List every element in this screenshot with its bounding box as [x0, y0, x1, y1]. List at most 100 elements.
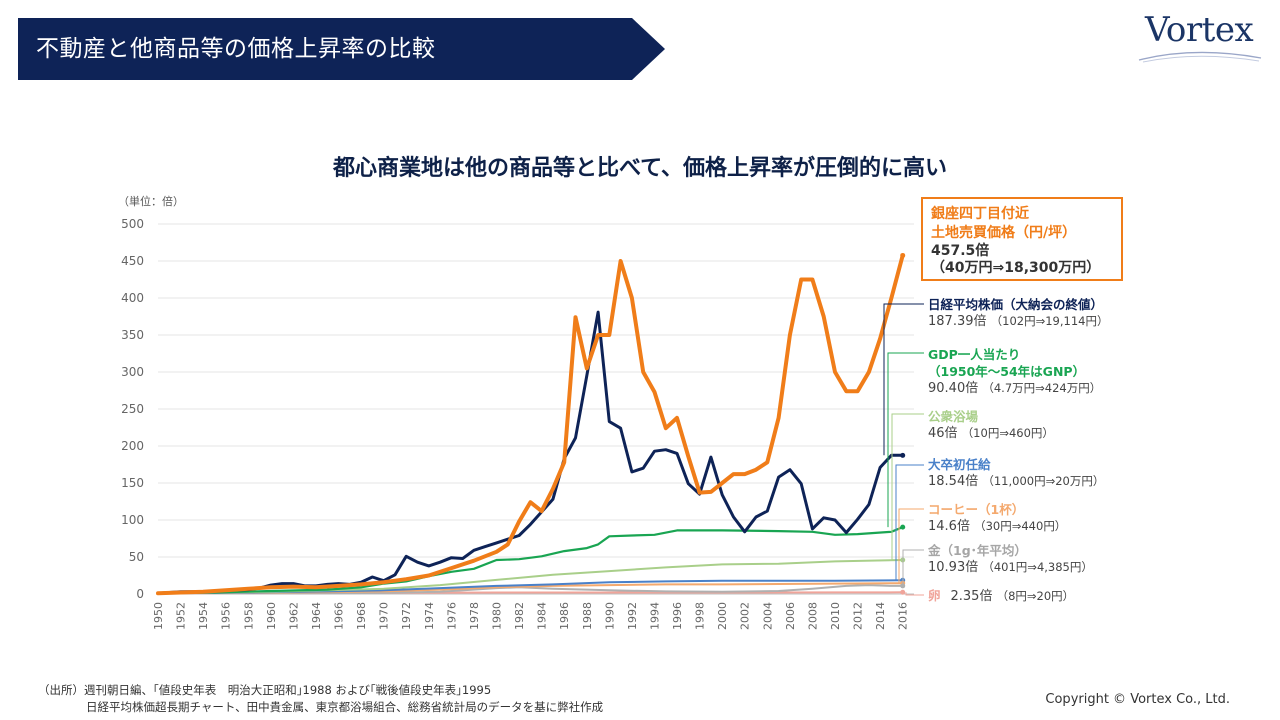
callout-bath-detail: （10円⇒460円）	[961, 426, 1054, 440]
series-line	[156, 310, 905, 595]
x-tick-label: 2004	[761, 602, 774, 630]
x-tick-label: 2006	[784, 602, 797, 630]
series-end-marker	[900, 589, 906, 595]
vortex-logo: Vortex	[1135, 10, 1265, 65]
series-line	[157, 584, 904, 595]
x-tick-label: 1998	[694, 602, 707, 630]
x-tick-label: 1978	[468, 602, 481, 630]
callout-bath-title: 公衆浴場	[928, 409, 979, 424]
x-tick-label: 2008	[806, 602, 819, 630]
banner-shape	[18, 18, 665, 80]
callout-leader-line	[891, 413, 924, 560]
logo-text: Vortex	[1145, 10, 1254, 50]
y-tick-label: 250	[121, 402, 144, 416]
callout-bath-value: 46倍	[928, 426, 958, 441]
x-tick-label: 1952	[175, 602, 188, 630]
callout-salary-title: 大卒初任給	[928, 457, 991, 472]
source-note: （出所）週刊朝日編、｢値段史年表 明治大正昭和｣1988 および｢戦後値段史年表…	[38, 682, 603, 716]
x-tick-label: 1986	[558, 602, 571, 630]
callout-ginza: 銀座四丁目付近 土地売買価格（円/坪） 457.5倍 （40万円⇒18,300万…	[921, 197, 1123, 281]
y-tick-label: 500	[121, 217, 144, 231]
series-line	[156, 526, 904, 595]
y-tick-label: 300	[121, 365, 144, 379]
x-tick-label: 1968	[355, 602, 368, 630]
callout-leader-line	[887, 352, 924, 528]
x-tick-label: 1962	[287, 602, 300, 630]
callout-nikkei: 日経平均株価（大納会の終値） 187.39倍 （102円⇒19,114円）	[928, 296, 1108, 330]
title-banner: 不動産と他商品等の価格上昇率の比較	[0, 18, 665, 80]
y-tick-label: 100	[121, 513, 144, 527]
x-tick-label: 1974	[423, 602, 436, 630]
callout-ginza-title1: 銀座四丁目付近	[931, 206, 1029, 222]
callout-salary: 大卒初任給 18.54倍 （11,000円⇒20万円）	[928, 456, 1104, 490]
x-tick-label: 2010	[829, 602, 842, 630]
x-tick-label: 1990	[603, 602, 616, 630]
source-line-2: 日経平均株価超長期チャート、田中貴金属、東京都浴場組合、総務省統計局のデータを基…	[86, 700, 604, 714]
y-tick-label: 200	[121, 439, 144, 453]
x-tick-label: 1984	[536, 602, 549, 630]
callout-nikkei-title: 日経平均株価（大納会の終値）	[928, 297, 1104, 312]
series-end-marker	[900, 452, 906, 458]
y-tick-label: 50	[129, 550, 144, 564]
page-title: 不動産と他商品等の価格上昇率の比較	[36, 36, 436, 62]
callout-coffee-value: 14.6倍	[928, 519, 970, 534]
y-tick-label: 150	[121, 476, 144, 490]
callout-gold-title: 金（1g･年平均）	[928, 543, 1027, 558]
x-tick-label: 1994	[648, 602, 661, 630]
x-tick-label: 1960	[265, 602, 278, 630]
callout-egg: 卵 2.35倍 （8円⇒20円）	[928, 587, 1074, 605]
y-tick-label: 400	[121, 291, 144, 305]
callout-gold-detail: （401円⇒4,385円）	[982, 560, 1093, 574]
callout-salary-detail: （11,000円⇒20万円）	[982, 474, 1105, 488]
callout-gdp: GDP一人当たり （1950年～54年はGNP） 90.40倍 （4.7万円⇒4…	[928, 346, 1101, 397]
x-tick-label: 1954	[197, 602, 210, 630]
callout-salary-value: 18.54倍	[928, 474, 979, 489]
callout-egg-detail: （8円⇒20円）	[996, 589, 1075, 603]
x-tick-label: 1972	[400, 602, 413, 630]
callout-bath: 公衆浴場 46倍 （10円⇒460円）	[928, 408, 1054, 442]
x-tick-label: 1988	[581, 602, 594, 630]
callout-nikkei-value: 187.39倍	[928, 314, 987, 329]
x-tick-label: 1996	[671, 602, 684, 630]
callout-coffee: コーヒー（1杯） 14.6倍 （30円⇒440円）	[928, 501, 1066, 535]
callout-gdp-detail: （4.7万円⇒424万円）	[982, 381, 1102, 395]
callout-gold: 金（1g･年平均） 10.93倍 （401円⇒4,385円）	[928, 542, 1093, 576]
callout-nikkei-detail: （102円⇒19,114円）	[990, 314, 1109, 328]
copyright: Copyright © Vortex Co., Ltd.	[1045, 692, 1230, 707]
x-tick-label: 1966	[333, 602, 346, 630]
callout-leader-line	[895, 464, 924, 581]
y-tick-label: 350	[121, 328, 144, 342]
callout-leader-line	[883, 303, 924, 456]
logo-swoosh-icon	[1138, 51, 1262, 63]
callout-ginza-detail: （40万円⇒18,300万円）	[931, 260, 1101, 276]
callout-coffee-title: コーヒー（1杯）	[928, 502, 1025, 517]
x-tick-label: 1970	[378, 602, 391, 630]
x-tick-label: 2014	[874, 602, 887, 630]
y-tick-label: 0	[136, 587, 144, 601]
x-tick-label: 1992	[626, 602, 639, 630]
callout-ginza-value: 457.5倍	[931, 243, 990, 259]
chart-headline: 都心商業地は他の商品等と比べて、価格上昇率が圧倒的に高い	[332, 156, 948, 181]
x-tick-label: 1964	[310, 602, 323, 630]
callout-ginza-title2: 土地売買価格（円/坪）	[931, 225, 1077, 241]
source-line-1: （出所）週刊朝日編、｢値段史年表 明治大正昭和｣1988 および｢戦後値段史年表…	[38, 683, 492, 697]
x-tick-label: 2002	[739, 602, 752, 630]
callout-egg-title: 卵	[928, 588, 941, 603]
callout-egg-value: 2.35倍	[950, 589, 993, 604]
x-tick-label: 2012	[852, 602, 865, 630]
x-tick-label: 1956	[220, 602, 233, 630]
x-tick-label: 1958	[242, 602, 255, 630]
x-tick-label: 1950	[152, 602, 165, 630]
series-end-marker	[900, 252, 906, 258]
x-tick-label: 1976	[445, 602, 458, 630]
x-tick-label: 1982	[513, 602, 526, 630]
x-tick-label: 2000	[716, 602, 729, 630]
x-tick-label: 2016	[897, 602, 910, 630]
series-end-marker	[900, 524, 906, 530]
series-line	[156, 253, 905, 596]
series-end-marker	[900, 583, 906, 589]
callout-gdp-value: 90.40倍	[928, 381, 979, 396]
callout-coffee-detail: （30円⇒440円）	[974, 519, 1067, 533]
x-tick-label: 1980	[491, 602, 504, 630]
